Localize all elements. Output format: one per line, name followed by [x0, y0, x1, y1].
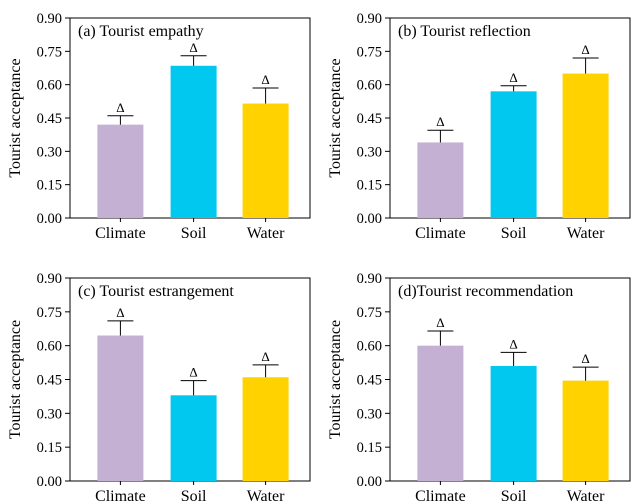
- x-category-label: Soil: [501, 488, 527, 502]
- x-category-label: Climate: [415, 488, 466, 502]
- y-tick-label: 0.30: [37, 144, 62, 160]
- y-tick-label: 0.15: [357, 440, 382, 456]
- panel-title: (a) Tourist empathy: [78, 23, 204, 40]
- significance-marker: Δ: [509, 336, 517, 351]
- significance-marker: Δ: [116, 100, 124, 115]
- y-tick-label: 0.15: [37, 440, 62, 456]
- y-tick-label: 0.00: [357, 211, 382, 227]
- bar-water: [242, 103, 289, 218]
- y-axis-label: Tourist acceptance: [327, 320, 344, 439]
- y-axis-label: Tourist acceptance: [7, 58, 24, 177]
- bar-soil: [490, 91, 537, 218]
- y-tick-label: 0.75: [37, 305, 62, 321]
- y-tick-label: 0.60: [357, 339, 382, 355]
- panel-title: (d)Tourist recommendation: [398, 283, 573, 300]
- y-tick-label: 0.90: [37, 11, 62, 27]
- x-category-label: Soil: [181, 488, 207, 502]
- y-tick-label: 0.15: [357, 178, 382, 194]
- significance-marker: Δ: [189, 365, 197, 380]
- bar-soil: [170, 395, 217, 481]
- significance-marker: Δ: [581, 42, 589, 57]
- significance-marker: Δ: [261, 72, 269, 87]
- y-tick-label: 0.45: [37, 373, 62, 389]
- x-category-label: Climate: [95, 225, 146, 242]
- y-axis-label: Tourist acceptance: [7, 320, 24, 439]
- bar-climate: [97, 124, 144, 218]
- y-tick-label: 0.60: [357, 78, 382, 94]
- y-tick-label: 0.75: [357, 305, 382, 321]
- x-category-label: Water: [567, 225, 605, 242]
- x-category-label: Water: [247, 488, 285, 502]
- chart-panel-4: 0.00 0.15 0.30 0.45 0.60 0.75 0.90 Tourist acce…: [327, 271, 631, 502]
- y-tick-label: 0.00: [37, 474, 62, 490]
- y-tick-label: 0.00: [357, 474, 382, 490]
- significance-marker: Δ: [116, 305, 124, 320]
- x-category-label: Water: [567, 488, 605, 502]
- y-tick-label: 0.45: [37, 111, 62, 127]
- bar-soil: [490, 365, 537, 481]
- x-category-label: Soil: [501, 225, 527, 242]
- significance-marker: Δ: [436, 114, 444, 129]
- y-tick-label: 0.15: [37, 178, 62, 194]
- x-category-label: Water: [247, 225, 285, 242]
- significance-marker: Δ: [436, 315, 444, 330]
- y-tick-label: 0.75: [37, 44, 62, 60]
- y-tick-label: 0.90: [357, 11, 382, 27]
- x-category-label: Climate: [415, 225, 466, 242]
- chart-panel-1: 0.00 0.15 0.30 0.45 0.60 0.75 0.90 Tourist acce…: [7, 11, 311, 242]
- y-tick-label: 0.45: [357, 373, 382, 389]
- y-tick-label: 0.30: [357, 406, 382, 422]
- significance-marker: Δ: [261, 349, 269, 364]
- y-tick-label: 0.90: [357, 271, 382, 287]
- bar-soil: [170, 65, 217, 219]
- y-tick-label: 0.30: [37, 406, 62, 422]
- y-tick-label: 0.60: [37, 78, 62, 94]
- chart-panel-2: 0.00 0.15 0.30 0.45 0.60 0.75 0.90 Tourist acce…: [327, 11, 631, 242]
- y-tick-label: 0.75: [357, 44, 382, 60]
- y-tick-label: 0.90: [37, 271, 62, 287]
- bar-water: [562, 73, 609, 218]
- x-category-label: Climate: [95, 488, 146, 502]
- significance-marker: Δ: [581, 351, 589, 366]
- y-axis-label: Tourist acceptance: [327, 58, 344, 177]
- bar-water: [562, 380, 609, 481]
- bar-climate: [417, 142, 464, 218]
- significance-marker: Δ: [509, 70, 517, 85]
- panel-title: (b) Tourist reflection: [398, 23, 531, 40]
- y-tick-label: 0.45: [357, 111, 382, 127]
- y-tick-label: 0.30: [357, 144, 382, 160]
- panel-title: (c) Tourist estrangement: [78, 283, 234, 300]
- significance-marker: Δ: [189, 40, 197, 55]
- y-tick-label: 0.60: [37, 339, 62, 355]
- bar-water: [242, 377, 289, 481]
- y-tick-label: 0.00: [37, 211, 62, 227]
- bar-climate: [417, 345, 464, 481]
- chart-panel-3: 0.00 0.15 0.30 0.45 0.60 0.75 0.90 Tourist acce…: [7, 271, 311, 502]
- bar-climate: [97, 335, 144, 481]
- x-category-label: Soil: [181, 225, 207, 242]
